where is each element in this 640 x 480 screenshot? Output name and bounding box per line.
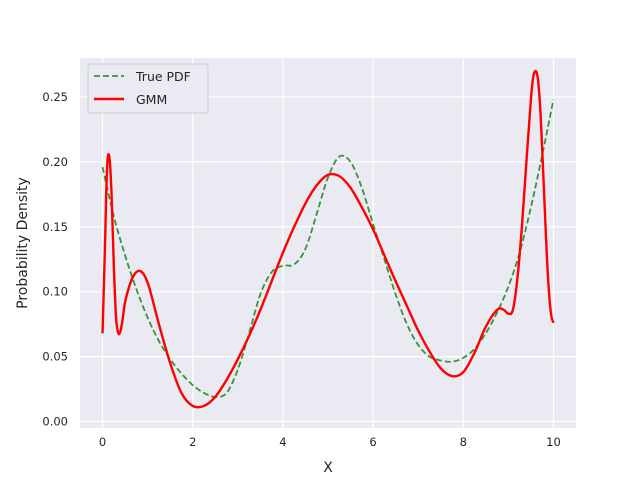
y-axis-label: Probability Density xyxy=(15,177,31,309)
grid xyxy=(80,58,576,428)
series-lines xyxy=(101,69,555,409)
y-tick-label: 0.25 xyxy=(42,90,68,104)
legend: True PDF GMM xyxy=(87,63,209,114)
x-tick-label: 10 xyxy=(546,435,561,449)
x-tick-label: 4 xyxy=(279,435,286,449)
y-tick-label: 0.00 xyxy=(42,415,68,429)
legend-label-gmm: GMM xyxy=(136,92,167,107)
series-line-gmm xyxy=(101,69,555,409)
x-tick-label: 6 xyxy=(369,435,376,449)
y-tick-label: 0.15 xyxy=(42,220,68,234)
y-tick-label: 0.20 xyxy=(42,155,68,169)
x-axis-label: X xyxy=(323,460,333,476)
x-tick-label: 8 xyxy=(460,435,467,449)
x-tick-label: 2 xyxy=(189,435,196,449)
x-tick-label: 0 xyxy=(99,435,106,449)
tick-labels: 0 2 4 6 8 10 0.00 0.05 0.10 0.15 0.20 0.25 xyxy=(42,90,560,449)
y-tick-label: 0.10 xyxy=(42,285,68,299)
legend-label-true-pdf: True PDF xyxy=(135,69,191,84)
plot-background xyxy=(80,58,576,428)
y-tick-label: 0.05 xyxy=(42,350,68,364)
